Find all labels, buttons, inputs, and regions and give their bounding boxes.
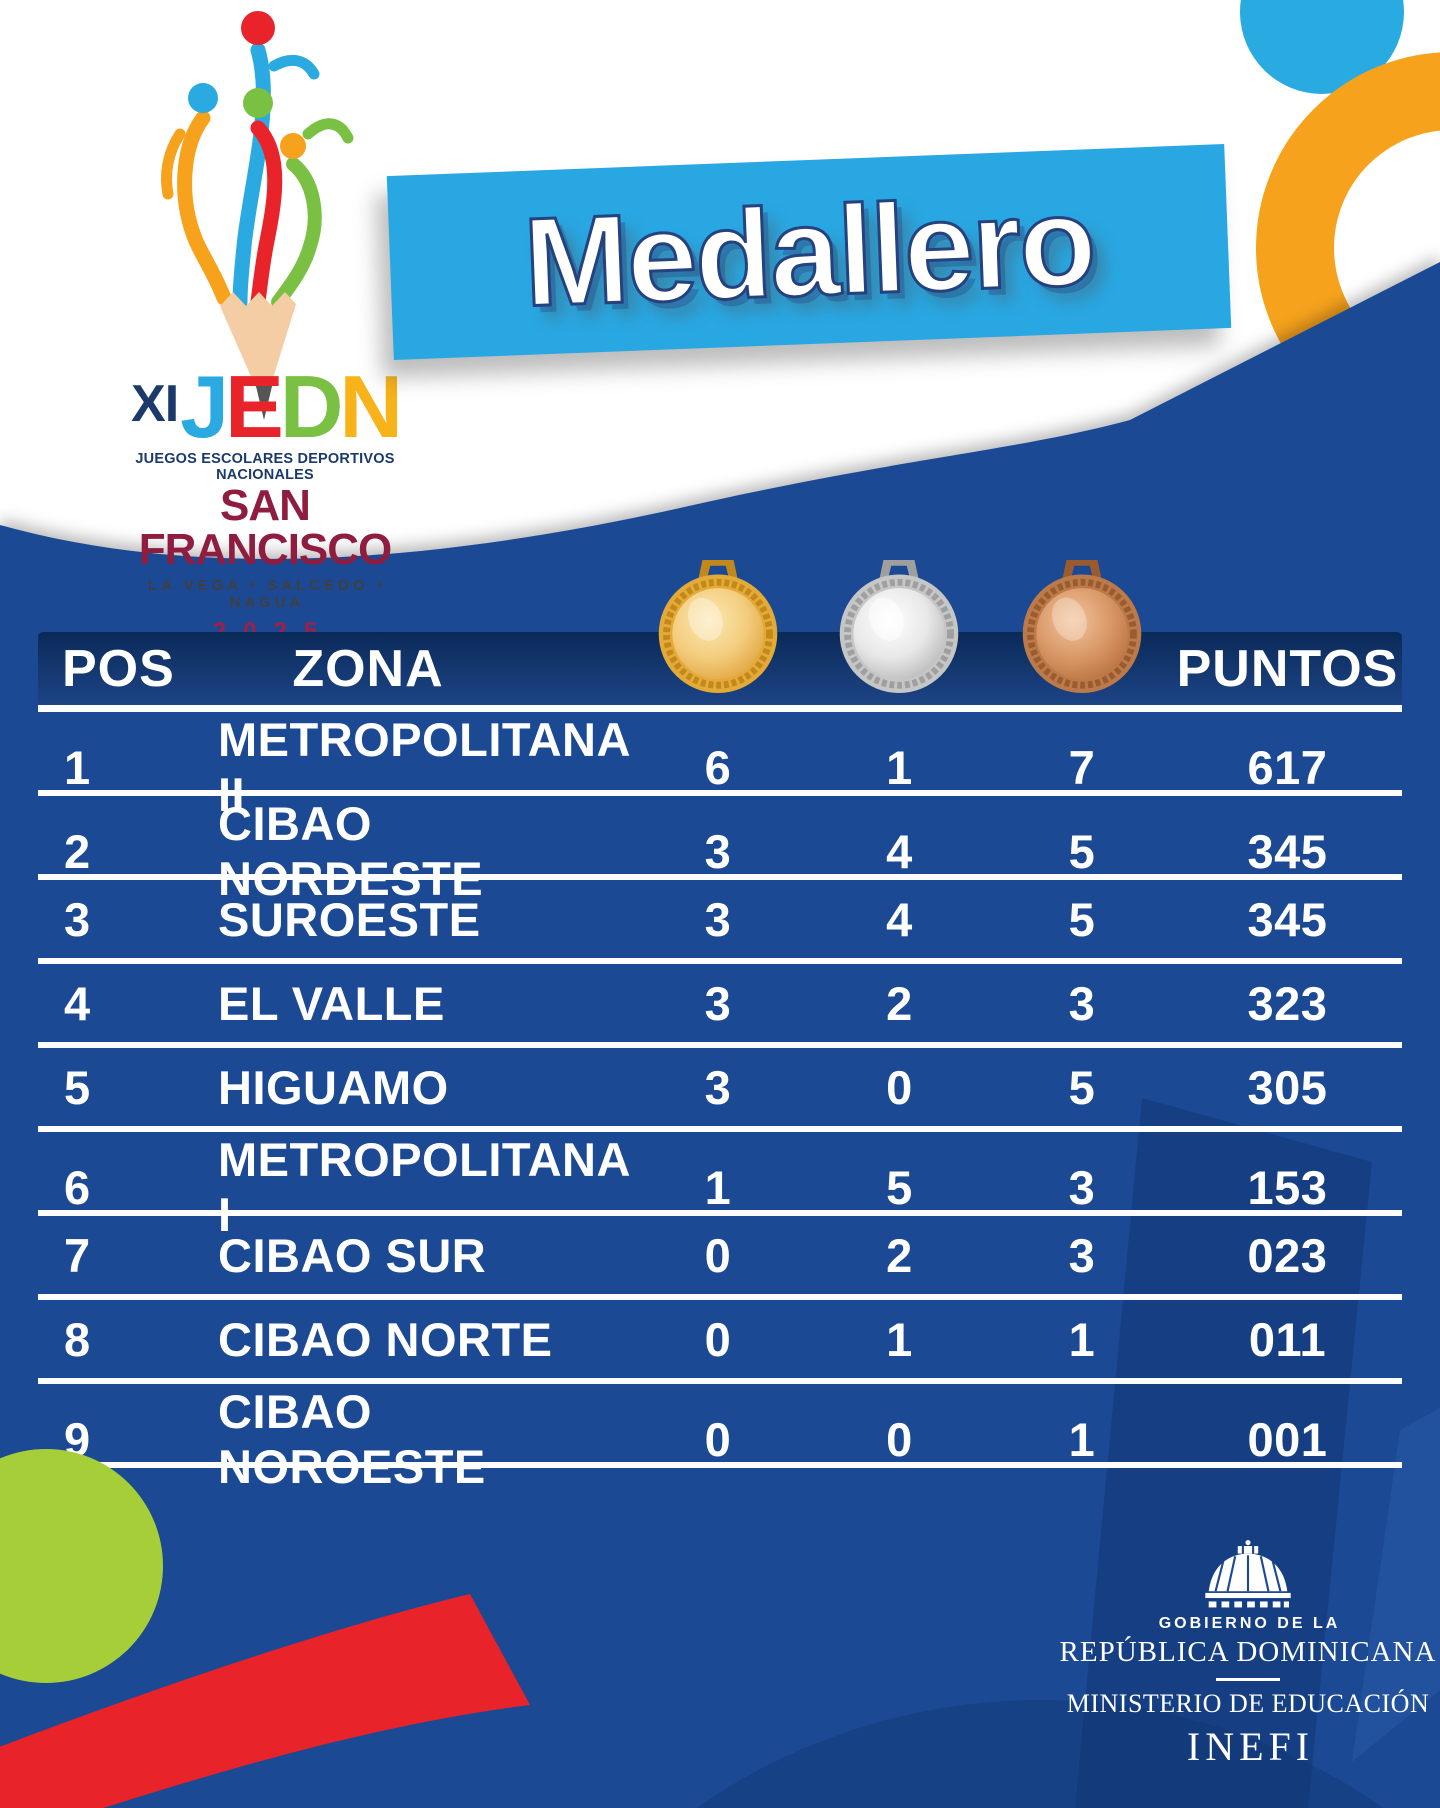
row-position: 1 (64, 740, 91, 794)
national-palace-dome-icon (1205, 1540, 1291, 1608)
header-puntos: PUNTOS (1176, 640, 1399, 698)
row-zone-name: SUROESTE (218, 892, 481, 946)
letter-d: D (279, 357, 344, 456)
row-gold-count: 6 (704, 740, 732, 794)
header-zona: ZONA (292, 640, 444, 698)
row-zone-name: EL VALLE (218, 976, 445, 1030)
row-points: 023 (1247, 1228, 1328, 1282)
row-gold-count: 3 (704, 892, 732, 946)
row-gold-count: 3 (704, 824, 732, 878)
row-silver-count: 1 (886, 1312, 913, 1366)
row-zone-name: CIBAO NORTE (218, 1312, 553, 1366)
dark-watermark-band (1075, 1098, 1372, 1808)
orange-ring-decoration (1256, 52, 1440, 444)
row-silver-count: 4 (886, 824, 913, 878)
ministry-name: MINISTERIO DE EDUCACIÓN (1066, 1689, 1430, 1718)
row-gold-count: 1 (704, 1160, 732, 1214)
table-row: 7 CIBAO SUR 0 2 3 023 (38, 1216, 1402, 1300)
row-points: 345 (1247, 892, 1328, 946)
row-silver-count: 2 (886, 976, 913, 1030)
row-position: 9 (64, 1412, 91, 1466)
row-zone-name: CIBAO SUR (218, 1228, 487, 1282)
gold-medal-icon (658, 559, 778, 694)
edition-number: XI (131, 375, 179, 433)
letter-n: N (339, 357, 403, 456)
page-title: Medallero (520, 169, 1098, 335)
row-silver-count: 2 (886, 1228, 913, 1282)
row-zone-name: METROPOLITANA I (218, 1133, 630, 1241)
government-line1: GOBIERNO DE LA (1158, 1615, 1341, 1632)
row-silver-count: 4 (886, 892, 913, 946)
row-points: 617 (1247, 740, 1328, 794)
row-position: 4 (64, 976, 91, 1030)
row-bronze-count: 5 (1068, 824, 1096, 878)
row-bronze-count: 3 (1068, 976, 1096, 1030)
event-subtitle: JUEGOS ESCOLARES DEPORTIVOS NACIONALES (135, 451, 395, 483)
letter-e: E (225, 357, 284, 456)
title-banner: Medallero (386, 143, 1232, 361)
table-row: 8 CIBAO NORTE 0 1 1 011 (38, 1300, 1402, 1384)
bronze-medal-icon (1022, 559, 1142, 694)
row-zone-name: CIBAO NOROESTE (218, 1385, 486, 1493)
row-bronze-count: 5 (1068, 892, 1096, 946)
government-line2: REPÚBLICA DOMINICANA (1059, 1636, 1437, 1668)
government-logo-block: GOBIERNO DE LA REPÚBLICA DOMINICANA MINI… (1048, 1540, 1440, 1770)
row-gold-count: 0 (704, 1312, 732, 1366)
row-bronze-count: 5 (1068, 1060, 1096, 1114)
row-gold-count: 0 (704, 1412, 732, 1466)
row-zone-name: CIBAO NORDESTE (218, 797, 484, 905)
header-pos: POS (62, 640, 175, 698)
table-row: 1 METROPOLITANA II 6 1 7 617 (38, 712, 1402, 821)
row-position: 7 (64, 1228, 91, 1282)
table-row: 5 HIGUAMO 3 0 5 305 (38, 1048, 1402, 1132)
header-separator (38, 705, 1402, 712)
row-position: 2 (64, 824, 91, 878)
row-position: 8 (64, 1312, 91, 1366)
table-row: 4 EL VALLE 3 2 3 323 (38, 964, 1402, 1048)
row-zone-name: HIGUAMO (218, 1060, 449, 1114)
row-gold-count: 0 (704, 1228, 732, 1282)
row-silver-count: 0 (886, 1060, 913, 1114)
table-row: 3 SUROESTE 3 4 5 345 (38, 880, 1402, 964)
light-watermark-streak (1352, 1408, 1440, 1762)
row-silver-count: 5 (886, 1160, 913, 1214)
row-points: 001 (1247, 1412, 1328, 1466)
row-bronze-count: 3 (1068, 1160, 1096, 1214)
row-position: 6 (64, 1160, 91, 1214)
cyan-circle-decoration (1240, 0, 1404, 94)
table-row: 6 METROPOLITANA I 1 5 3 153 (38, 1132, 1402, 1241)
silver-medal-icon (839, 559, 959, 694)
row-bronze-count: 3 (1068, 1228, 1096, 1282)
row-position: 3 (64, 892, 91, 946)
row-silver-count: 0 (886, 1412, 913, 1466)
acronym-letters: JEDN (180, 363, 403, 451)
row-points: 345 (1247, 824, 1328, 878)
venue-cities: LA VEGA • SALCEDO • NAGUA (148, 577, 386, 611)
letter-j: J (180, 357, 229, 456)
event-acronym: XI JEDN (110, 363, 420, 451)
row-bronze-count: 1 (1068, 1312, 1096, 1366)
row-silver-count: 1 (886, 740, 913, 794)
footer-divider (1216, 1678, 1280, 1681)
row-gold-count: 3 (704, 1060, 732, 1114)
medal-table: 1 METROPOLITANA II 6 1 7 617 2 CIBAO NOR… (38, 712, 1402, 1493)
row-bronze-count: 7 (1068, 740, 1096, 794)
row-points: 305 (1247, 1060, 1328, 1114)
row-points: 011 (1248, 1312, 1327, 1366)
institute-name: INEFI (1186, 1724, 1315, 1769)
table-row: 2 CIBAO NORDESTE 3 4 5 345 (38, 796, 1402, 905)
host-city: SAN FRANCISCO (138, 481, 393, 574)
event-logo: XI JEDN JUEGOS ESCOLARES DEPORTIVOS NACI… (110, 363, 420, 646)
table-row: 9 CIBAO NOROESTE 0 0 1 001 (38, 1384, 1402, 1493)
dark-watermark-circle (696, 1700, 1384, 1808)
row-points: 153 (1247, 1160, 1328, 1214)
row-bronze-count: 1 (1068, 1412, 1096, 1466)
row-position: 5 (64, 1060, 91, 1114)
pencil-figures-icon (161, 11, 354, 420)
row-gold-count: 3 (704, 976, 732, 1030)
row-zone-name: METROPOLITANA II (218, 713, 630, 821)
row-points: 323 (1247, 976, 1328, 1030)
